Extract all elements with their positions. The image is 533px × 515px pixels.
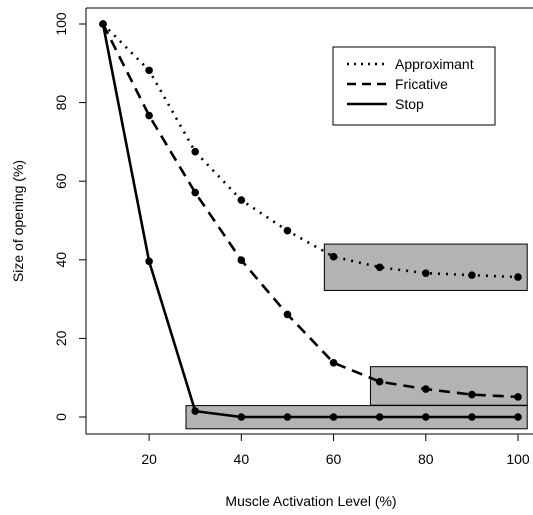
data-point-stop-20 bbox=[145, 257, 153, 266]
series-points bbox=[99, 20, 522, 421]
data-point-stop-60 bbox=[329, 413, 338, 421]
x-tick-label-40: 40 bbox=[234, 451, 250, 467]
data-point-approximant-60 bbox=[329, 252, 338, 261]
data-point-approximant-20 bbox=[145, 66, 153, 75]
data-point-stop-40 bbox=[237, 413, 246, 421]
data-point-fricative-40 bbox=[237, 256, 246, 264]
data-point-fricative-80 bbox=[421, 385, 430, 393]
series-line-fricative bbox=[101, 23, 519, 399]
data-point-approximant-40 bbox=[237, 196, 246, 204]
legend-label-fricative: Fricative bbox=[395, 76, 448, 92]
y-tick-label-100: 100 bbox=[53, 12, 69, 36]
data-point-fricative-30 bbox=[191, 188, 200, 197]
data-point-stop-50 bbox=[283, 413, 292, 421]
axes: 20 40 60 80 100 0 20 40 60 80 100 bbox=[53, 7, 533, 467]
data-point-approximant-50 bbox=[283, 226, 292, 235]
data-point-fricative-60 bbox=[329, 358, 338, 367]
y-tick-label-0: 0 bbox=[53, 413, 69, 421]
data-point-approximant-100 bbox=[514, 273, 522, 281]
highlight-region-1 bbox=[323, 243, 528, 291]
data-point-stop-10 bbox=[99, 20, 107, 28]
data-point-stop-90 bbox=[468, 413, 476, 421]
y-tick-label-40: 40 bbox=[53, 252, 69, 268]
data-point-stop-30 bbox=[191, 407, 200, 415]
data-point-fricative-20 bbox=[145, 111, 153, 120]
x-axis-label: Muscle Activation Level (%) bbox=[225, 493, 396, 509]
x-tick-label-60: 60 bbox=[326, 451, 342, 467]
y-tick-label-80: 80 bbox=[53, 95, 69, 111]
data-point-stop-80 bbox=[421, 413, 430, 421]
data-point-fricative-70 bbox=[375, 377, 384, 386]
x-tick-label-100: 100 bbox=[506, 451, 530, 467]
y-axis-label: Size of opening (%) bbox=[10, 160, 26, 282]
data-point-approximant-70 bbox=[375, 263, 384, 272]
x-tick-label-80: 80 bbox=[418, 451, 434, 467]
data-point-stop-100 bbox=[514, 413, 522, 421]
data-point-approximant-30 bbox=[191, 147, 200, 156]
highlight-region-2 bbox=[369, 366, 528, 406]
series-line-approximant bbox=[102, 23, 519, 279]
legend: Approximant Fricative Stop bbox=[332, 46, 496, 126]
data-point-stop-70 bbox=[375, 413, 384, 421]
y-tick-label-20: 20 bbox=[53, 330, 69, 346]
data-point-approximant-80 bbox=[421, 269, 430, 277]
data-point-fricative-100 bbox=[514, 393, 522, 401]
y-tick-label-60: 60 bbox=[53, 173, 69, 189]
data-point-approximant-90 bbox=[468, 271, 476, 279]
data-point-fricative-90 bbox=[468, 390, 476, 399]
legend-label-stop: Stop bbox=[395, 96, 424, 112]
legend-label-approximant: Approximant bbox=[395, 56, 474, 72]
legend-box bbox=[332, 46, 496, 126]
x-tick-label-20: 20 bbox=[141, 451, 157, 467]
series-lines bbox=[101, 23, 519, 419]
series-line-stop bbox=[101, 23, 518, 419]
highlight-regions bbox=[185, 243, 528, 430]
data-point-fricative-50 bbox=[283, 310, 292, 319]
